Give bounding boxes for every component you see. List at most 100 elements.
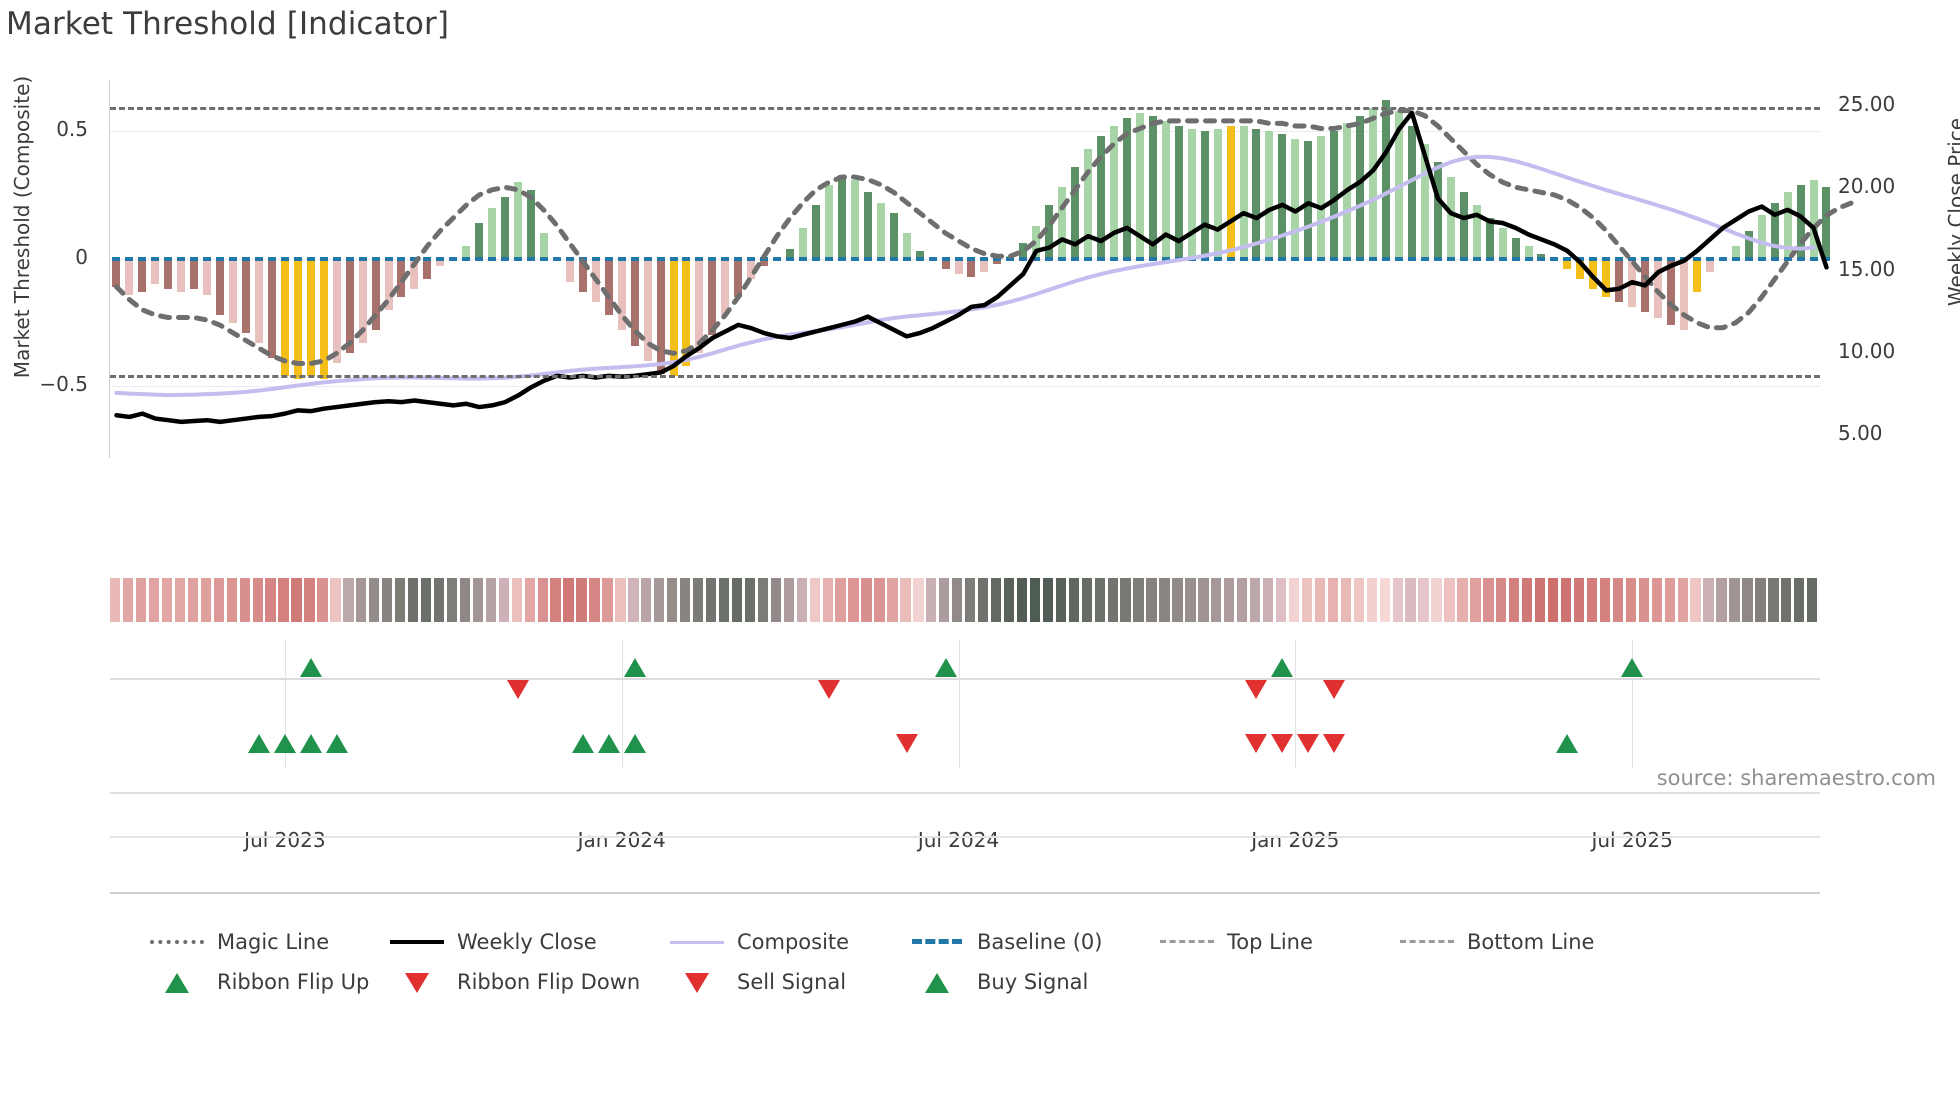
- buy-signal-marker: [299, 734, 322, 753]
- ribbon-segment: [1599, 578, 1611, 622]
- x-gridtick: [284, 640, 286, 716]
- ribbon-segment: [1664, 578, 1675, 622]
- threshold-bar: [1809, 179, 1818, 259]
- baseline-segment: [488, 256, 497, 261]
- baseline-segment: [565, 256, 574, 261]
- x-tick: Jul 2025: [1591, 828, 1673, 852]
- y-tick-right: 25.00: [1838, 92, 1896, 117]
- baseline-segment: [242, 256, 251, 261]
- baseline-segment: [1135, 256, 1144, 261]
- baseline-segment: [1330, 256, 1339, 261]
- ribbon-segment: [589, 578, 600, 622]
- ribbon-segment: [602, 578, 613, 622]
- baseline-segment: [980, 256, 989, 261]
- baseline-segment: [1705, 256, 1714, 261]
- threshold-bar: [1161, 120, 1170, 259]
- baseline-segment: [1796, 256, 1805, 261]
- threshold-bar: [1796, 184, 1805, 259]
- legend-key: [150, 933, 204, 951]
- ribbon-segment: [926, 578, 937, 622]
- legend-label: Sell Signal: [737, 970, 847, 994]
- threshold-bar: [578, 258, 587, 292]
- baseline-segment: [177, 256, 186, 261]
- threshold-bar: [824, 184, 833, 259]
- threshold-bar: [1757, 215, 1766, 259]
- baseline-segment: [280, 256, 289, 261]
- ribbon-segment: [498, 578, 509, 622]
- threshold-bar: [1200, 131, 1209, 259]
- ribbon-segment: [977, 578, 989, 622]
- baseline-segment: [1770, 256, 1779, 261]
- legend-item: Buy Signal: [910, 970, 1088, 994]
- ribbon-segment: [731, 578, 743, 622]
- ribbon-segment: [822, 578, 833, 622]
- baseline-segment: [604, 256, 613, 261]
- threshold-bar: [514, 182, 523, 259]
- threshold-bar: [423, 258, 432, 280]
- baseline-segment: [1369, 256, 1378, 261]
- threshold-bar: [1317, 136, 1326, 259]
- threshold-bar: [1265, 131, 1274, 259]
- x-gridtick: [958, 640, 960, 716]
- legend-label: Ribbon Flip Down: [457, 970, 641, 994]
- threshold-bar: [1382, 100, 1391, 259]
- ribbon-segment: [226, 578, 237, 622]
- x-gridtick: [1632, 640, 1634, 716]
- baseline-segment: [734, 256, 743, 261]
- legend-key: [670, 973, 724, 993]
- ribbon-segment: [1651, 578, 1662, 622]
- baseline-segment: [462, 256, 471, 261]
- ribbon-segment: [135, 578, 147, 622]
- legend-key-thin-icon: [670, 941, 724, 944]
- baseline-segment: [1420, 256, 1429, 261]
- baseline-segment: [1822, 256, 1831, 261]
- baseline-segment: [151, 256, 160, 261]
- ribbon-segment: [122, 578, 134, 622]
- baseline-segment: [319, 256, 328, 261]
- threshold-bar: [799, 228, 808, 259]
- flip-axis-line: [110, 678, 1820, 680]
- baseline-segment: [1485, 256, 1494, 261]
- baseline-segment: [682, 256, 691, 261]
- baseline-segment: [1317, 256, 1326, 261]
- baseline-segment: [630, 256, 639, 261]
- baseline-segment: [1718, 256, 1727, 261]
- baseline-segment: [1498, 256, 1507, 261]
- baseline-segment: [1122, 256, 1131, 261]
- baseline-segment: [397, 256, 406, 261]
- ribbon-segment: [524, 578, 535, 622]
- threshold-bar: [410, 258, 419, 290]
- ribbon-segment: [1107, 578, 1118, 622]
- ribbon-segment: [1172, 578, 1183, 622]
- baseline-segment: [915, 256, 924, 261]
- y-tick-left: 0: [75, 244, 88, 269]
- threshold-bar: [1770, 202, 1779, 259]
- ribbon-segment: [615, 578, 626, 622]
- x-tick: Jan 2024: [577, 828, 666, 852]
- source-attribution: source: sharemaestro.com: [1656, 766, 1936, 790]
- baseline-segment: [332, 256, 341, 261]
- ribbon-segment: [628, 578, 639, 622]
- ribbon-flip-markers: [110, 640, 1820, 716]
- ribbon-segment: [1625, 578, 1637, 622]
- baseline-segment: [1084, 256, 1093, 261]
- buy-signal-marker: [571, 734, 594, 753]
- x-tick: Jan 2025: [1251, 828, 1340, 852]
- baseline-segment: [1550, 256, 1559, 261]
- buy-sell-signal-markers: [110, 716, 1820, 894]
- threshold-bar: [1498, 228, 1507, 259]
- y-tick-left: −0.5: [39, 372, 88, 397]
- baseline-segment: [1343, 256, 1352, 261]
- ribbon-segment: [317, 578, 328, 622]
- baseline-segment: [1433, 256, 1442, 261]
- baseline-segment: [850, 256, 859, 261]
- baseline-segment: [164, 256, 173, 261]
- ribbon-segment: [395, 578, 406, 622]
- magic-line: [113, 108, 1855, 366]
- ribbon-segment: [1755, 578, 1766, 622]
- legend-item: Top Line: [1160, 930, 1313, 954]
- baseline-segment: [902, 256, 911, 261]
- threshold-bar: [1459, 192, 1468, 259]
- ribbon-segment: [1470, 578, 1481, 622]
- threshold-bar: [138, 258, 147, 292]
